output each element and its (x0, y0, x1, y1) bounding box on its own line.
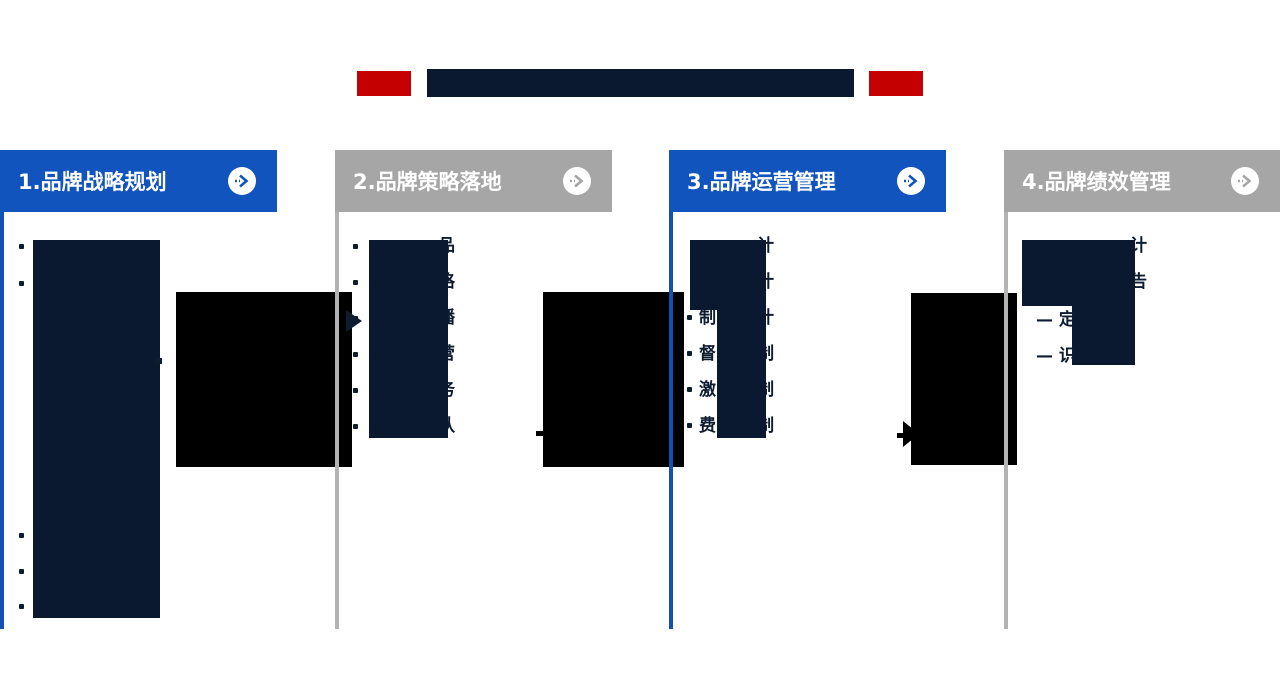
arrow-circle-icon (1231, 167, 1259, 195)
col3-bullet-3 (687, 387, 692, 392)
col1-text-sliver (155, 358, 162, 364)
col3-overlapped-text-block-top (690, 240, 766, 310)
connector-arrow-3-dash (897, 433, 904, 438)
col1-bullet-2 (19, 281, 24, 286)
black-image-box-1 (176, 292, 352, 467)
col2-bullet-5 (353, 388, 358, 393)
col3-lead-fragment: 激 (699, 380, 716, 400)
col3-bullet-1 (687, 315, 692, 320)
col2-bullet-4 (353, 352, 358, 357)
header-step-4: 4.品牌绩效管理 (1004, 150, 1280, 212)
header-step-2: 2.品牌策略落地 (335, 150, 612, 212)
page-title-block (427, 69, 854, 97)
divider-col3 (669, 212, 673, 629)
col3-lead-fragment: 督 (699, 344, 716, 364)
header-step-1: 1.品牌战略规划 (0, 150, 277, 212)
col3-bullet-4 (687, 423, 692, 428)
header-step-2-label: 2.品牌策略落地 (353, 170, 502, 194)
col1-bullet-5 (19, 604, 24, 609)
divider-col4 (1004, 212, 1008, 629)
title-left-red-bar (357, 71, 411, 96)
divider-col1 (0, 212, 4, 629)
col4-overlapped-text-block-top (1022, 240, 1135, 306)
divider-col2 (335, 212, 339, 629)
col2-bullet-3 (353, 316, 358, 321)
col2-bullet-1 (353, 244, 358, 249)
connector-arrow-2-icon (536, 431, 545, 436)
col3-lead-fragment: 费 (699, 416, 716, 436)
header-step-3-label: 3.品牌运营管理 (687, 170, 836, 194)
col2-overlapped-text-block (369, 240, 448, 438)
header-step-1-label: 1.品牌战略规划 (18, 170, 167, 194)
header-step-3: 3.品牌运营管理 (669, 150, 946, 212)
col3-lead-fragment: 制 (699, 308, 716, 328)
arrow-circle-icon (228, 167, 256, 195)
black-image-box-3 (911, 293, 1017, 465)
header-step-4-label: 4.品牌绩效管理 (1022, 170, 1171, 194)
col3-bullet-2 (687, 351, 692, 356)
black-image-box-2 (543, 292, 684, 467)
col2-bullet-6 (353, 424, 358, 429)
col4-sub-item: — 识 (1036, 346, 1076, 366)
col1-bullet-1 (19, 244, 24, 249)
col2-bullet-2 (353, 280, 358, 285)
arrow-circle-icon (563, 167, 591, 195)
col1-bullet-4 (19, 569, 24, 574)
title-right-red-bar (869, 71, 923, 96)
arrow-circle-icon (897, 167, 925, 195)
col3-overlapped-text-block-bottom (717, 310, 766, 438)
connector-arrow-1-icon (346, 310, 362, 332)
col1-overlapped-text-block (33, 240, 160, 618)
col4-sub-item: — 定 (1036, 310, 1076, 330)
connector-arrow-3-icon (903, 421, 919, 447)
col4-overlapped-text-block-bottom (1072, 306, 1135, 365)
col1-bullet-3 (19, 533, 24, 538)
